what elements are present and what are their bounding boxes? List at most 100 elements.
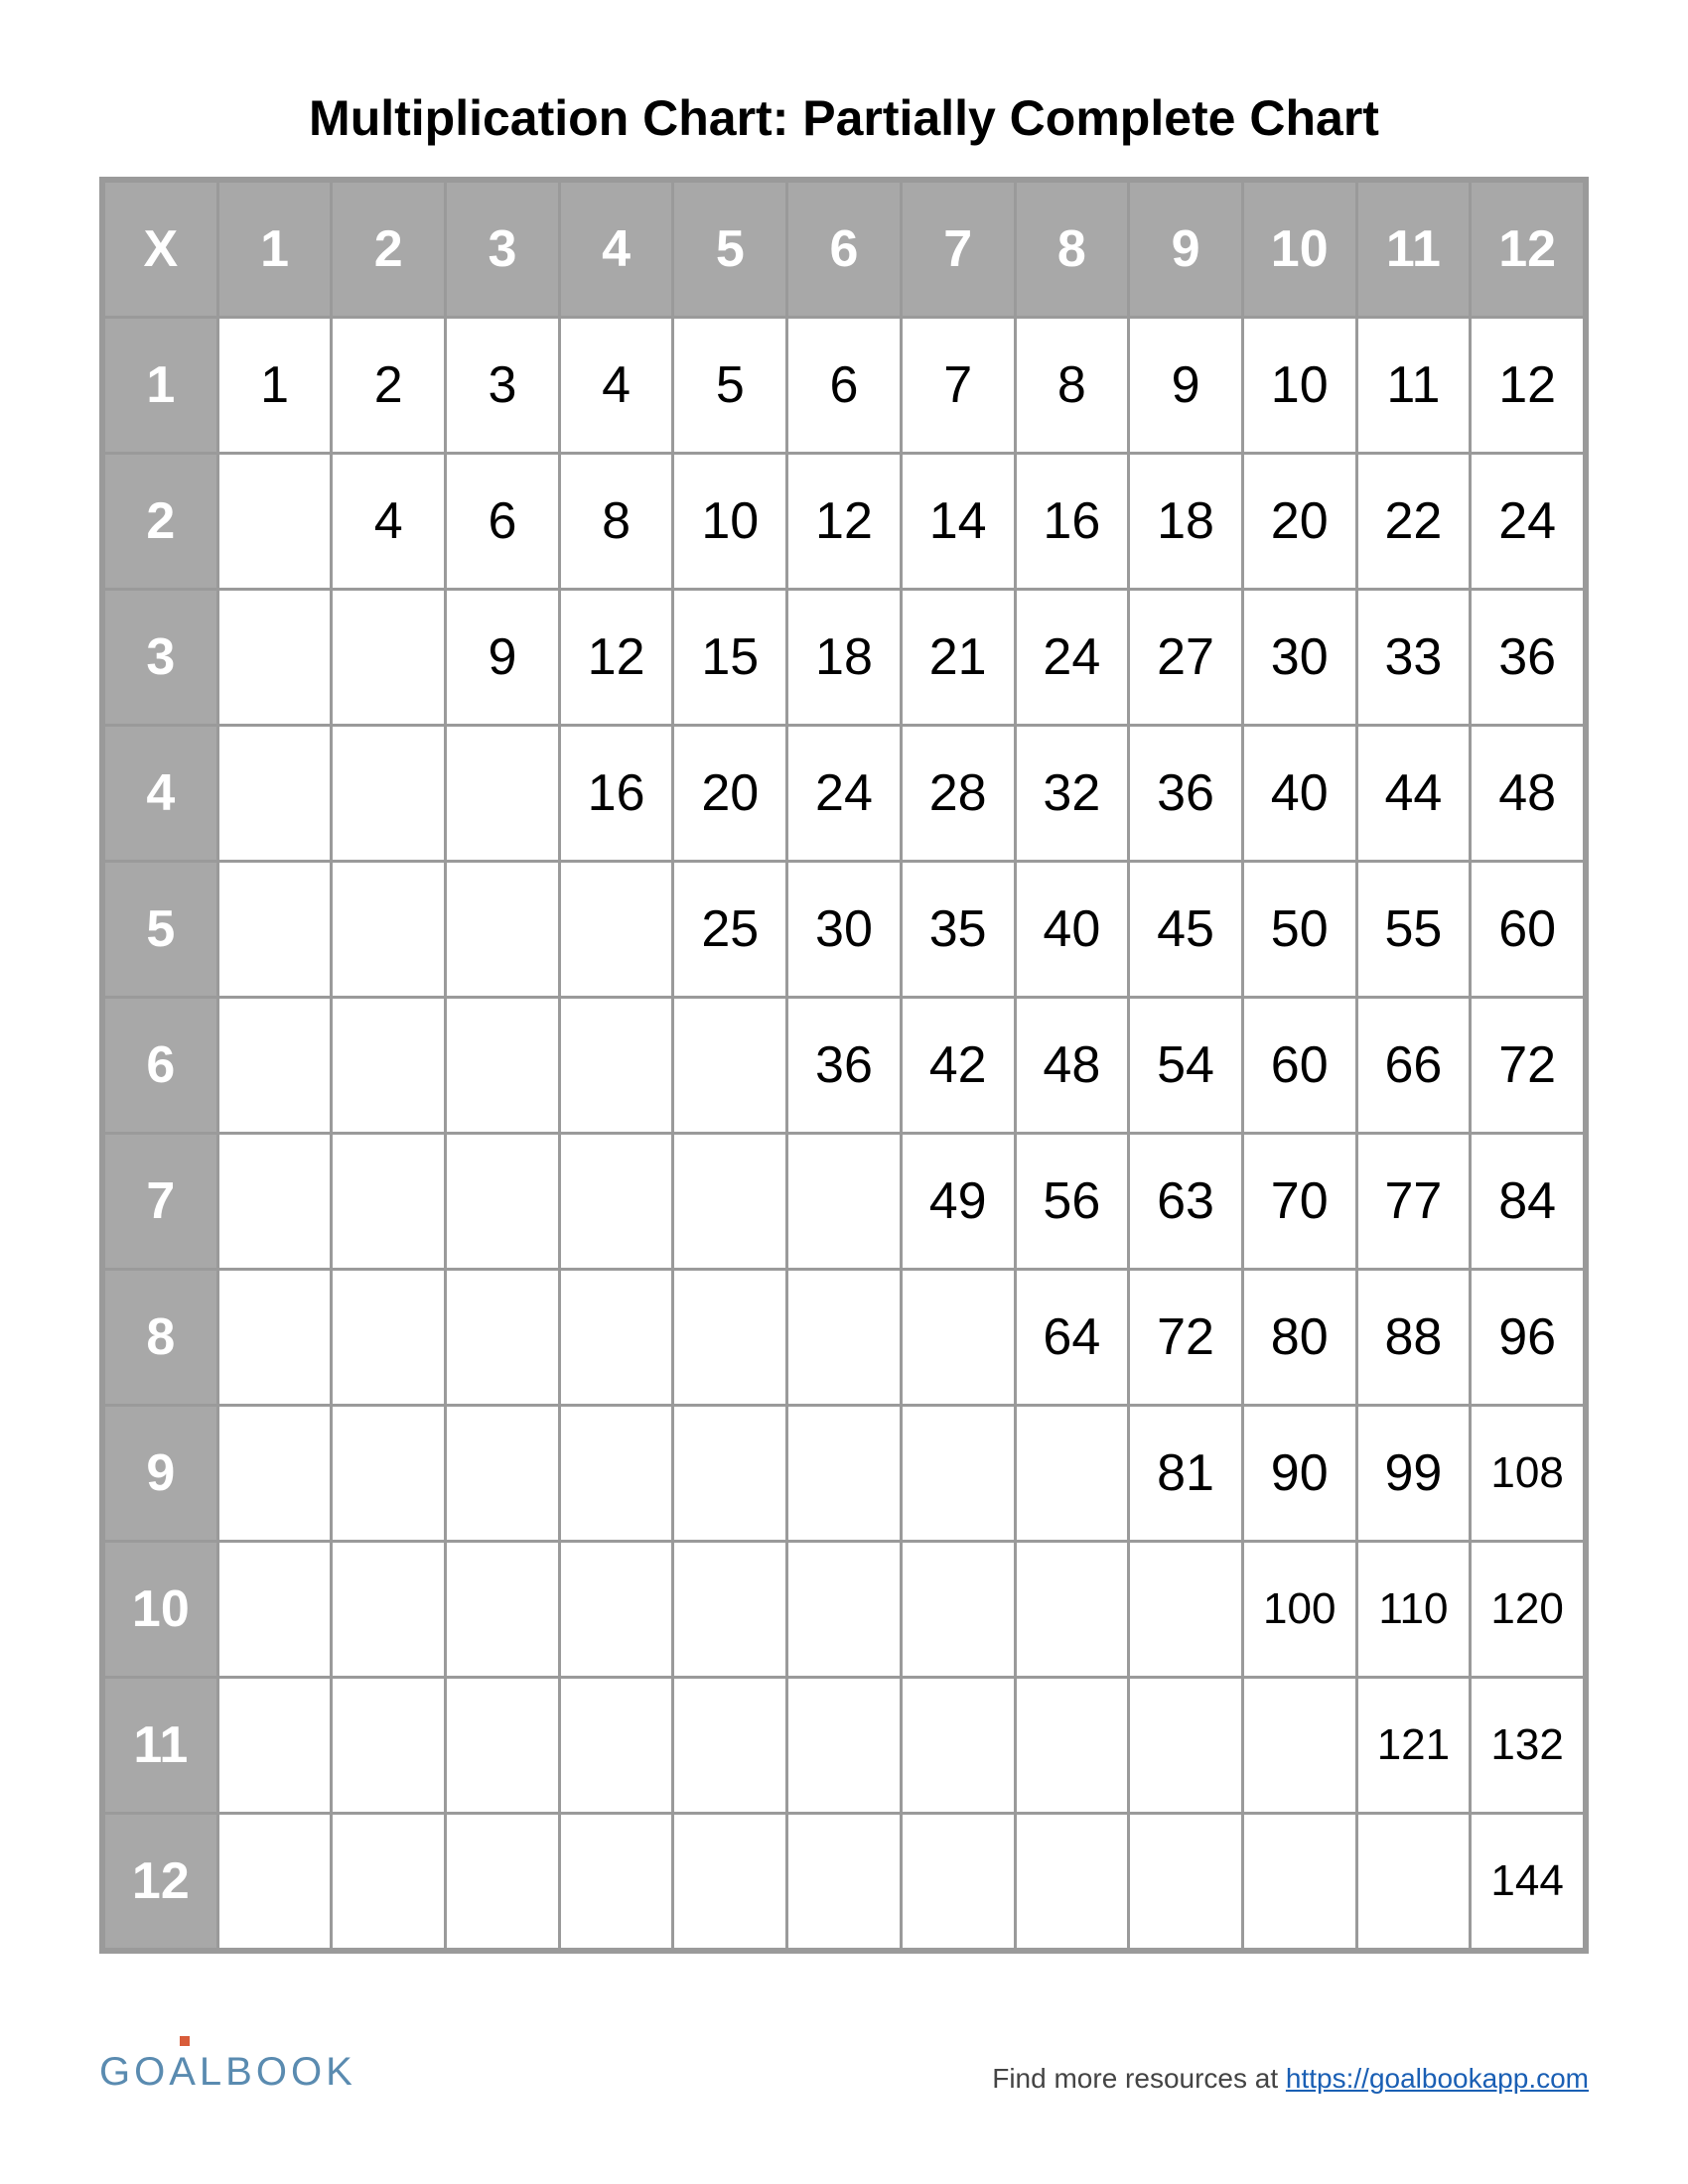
- row-header: 8: [105, 1271, 216, 1404]
- col-header: 9: [1130, 183, 1241, 316]
- table-cell: 36: [1472, 591, 1583, 724]
- table-cell: [447, 1271, 558, 1404]
- table-cell: 48: [1017, 999, 1128, 1132]
- table-cell: [788, 1815, 900, 1948]
- table-cell: 132: [1472, 1679, 1583, 1812]
- table-cell: 8: [561, 455, 672, 588]
- row-header: 12: [105, 1815, 216, 1948]
- table-cell: [219, 1135, 331, 1268]
- table-cell: 90: [1244, 1407, 1355, 1540]
- table-cell: 14: [903, 455, 1014, 588]
- table-cell: 49: [903, 1135, 1014, 1268]
- table-cell: 48: [1472, 727, 1583, 860]
- table-cell: 18: [1130, 455, 1241, 588]
- table-cell: [333, 1543, 444, 1676]
- table-cell: 30: [788, 863, 900, 996]
- table-cell: 72: [1130, 1271, 1241, 1404]
- table-cell: 100: [1244, 1543, 1355, 1676]
- row-header: 10: [105, 1543, 216, 1676]
- table-cell: 33: [1358, 591, 1470, 724]
- resources-link[interactable]: https://goalbookapp.com: [1286, 2063, 1589, 2094]
- table-cell: 32: [1017, 727, 1128, 860]
- table-cell: 27: [1130, 591, 1241, 724]
- table-cell: [903, 1543, 1014, 1676]
- table-cell: 7: [903, 319, 1014, 452]
- table-cell: [447, 999, 558, 1132]
- table-cell: 54: [1130, 999, 1241, 1132]
- table-cell: [674, 1815, 785, 1948]
- table-cell: [1244, 1815, 1355, 1948]
- table-cell: [674, 1135, 785, 1268]
- table-cell: [561, 1271, 672, 1404]
- table-cell: [1130, 1815, 1241, 1948]
- table-cell: 10: [674, 455, 785, 588]
- col-header: 10: [1244, 183, 1355, 316]
- table-cell: [219, 1679, 331, 1812]
- table-cell: [1017, 1543, 1128, 1676]
- table-cell: 36: [1130, 727, 1241, 860]
- table-cell: 144: [1472, 1815, 1583, 1948]
- table-row: 636424854606672: [105, 999, 1583, 1132]
- table-cell: [333, 1407, 444, 1540]
- table-row: 39121518212427303336: [105, 591, 1583, 724]
- table-cell: 3: [447, 319, 558, 452]
- table-row: 4162024283236404448: [105, 727, 1583, 860]
- table-cell: 80: [1244, 1271, 1355, 1404]
- table-cell: [219, 1407, 331, 1540]
- table-cell: [674, 1407, 785, 1540]
- resources-text: Find more resources at https://goalbooka…: [992, 2063, 1589, 2095]
- col-header: 2: [333, 183, 444, 316]
- table-cell: [333, 863, 444, 996]
- row-header: 4: [105, 727, 216, 860]
- table-cell: [788, 1271, 900, 1404]
- table-cell: 88: [1358, 1271, 1470, 1404]
- table-row: 24681012141618202224: [105, 455, 1583, 588]
- table-cell: 6: [788, 319, 900, 452]
- row-header: 6: [105, 999, 216, 1132]
- table-cell: [1017, 1407, 1128, 1540]
- table-cell: [1130, 1679, 1241, 1812]
- table-cell: [903, 1815, 1014, 1948]
- table-cell: [333, 1135, 444, 1268]
- table-cell: 21: [903, 591, 1014, 724]
- multiplication-table: X 1 2 3 4 5 6 7 8 9 10 11 12 11234567891…: [99, 177, 1589, 1954]
- resources-prefix: Find more resources at: [992, 2063, 1286, 2094]
- row-header: 7: [105, 1135, 216, 1268]
- table-cell: 20: [674, 727, 785, 860]
- table-cell: 8: [1017, 319, 1128, 452]
- table-cell: 24: [1017, 591, 1128, 724]
- table-cell: [219, 999, 331, 1132]
- table-cell: 9: [1130, 319, 1241, 452]
- col-header: 4: [561, 183, 672, 316]
- table-cell: [1017, 1815, 1128, 1948]
- table-cell: 12: [561, 591, 672, 724]
- table-cell: 40: [1244, 727, 1355, 860]
- table-row: 10100110120: [105, 1543, 1583, 1676]
- table-cell: 25: [674, 863, 785, 996]
- table-cell: 30: [1244, 591, 1355, 724]
- table-row: 12 144: [105, 1815, 1583, 1948]
- table-cell: 60: [1244, 999, 1355, 1132]
- col-header: 8: [1017, 183, 1128, 316]
- table-cell: [333, 1679, 444, 1812]
- table-cell: 28: [903, 727, 1014, 860]
- row-header: 9: [105, 1407, 216, 1540]
- table-cell: [788, 1679, 900, 1812]
- row-header: 1: [105, 319, 216, 452]
- table-cell: [561, 1543, 672, 1676]
- table-cell: [447, 1407, 558, 1540]
- table-cell: [1130, 1543, 1241, 1676]
- table-row: 86472808896: [105, 1271, 1583, 1404]
- page-title: Multiplication Chart: Partially Complete…: [99, 89, 1589, 147]
- table-cell: [447, 1135, 558, 1268]
- table-cell: [561, 1135, 672, 1268]
- table-cell: 24: [1472, 455, 1583, 588]
- table-cell: 50: [1244, 863, 1355, 996]
- table-cell: [219, 1815, 331, 1948]
- col-header: 7: [903, 183, 1014, 316]
- col-header: 3: [447, 183, 558, 316]
- table-cell: [903, 1679, 1014, 1812]
- table-cell: [447, 1815, 558, 1948]
- table-cell: 42: [903, 999, 1014, 1132]
- table-cell: [219, 727, 331, 860]
